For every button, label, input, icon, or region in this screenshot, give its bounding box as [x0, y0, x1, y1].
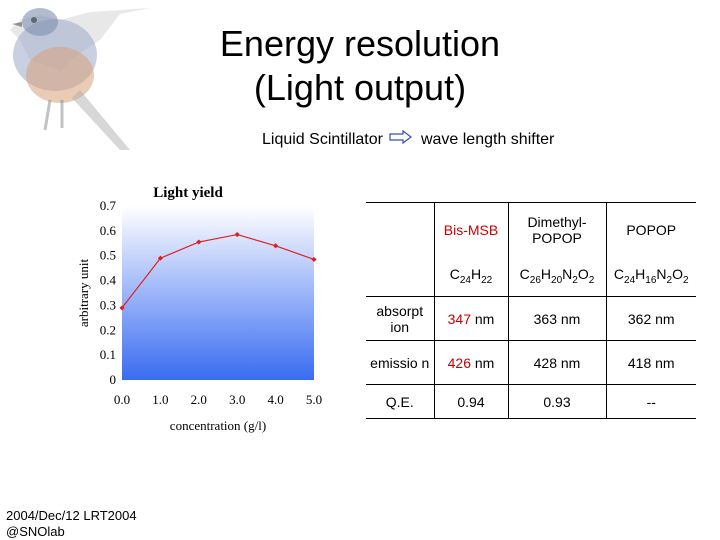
chart-title: Light yield — [153, 185, 223, 201]
table-cell: 428 nm — [507, 340, 606, 385]
bird-icon — [0, 0, 160, 160]
cell-value: 363 — [533, 310, 557, 327]
table-cell: 363 nm — [507, 296, 606, 341]
series-line — [121, 233, 315, 309]
y-axis-label: arbitrary unit — [76, 259, 91, 328]
cell-value: 347 — [447, 310, 471, 327]
x-tick-label: 5.0 — [306, 392, 322, 407]
cell-unit: nm — [557, 354, 581, 371]
cell-value: 426 — [447, 354, 471, 371]
data-point — [157, 255, 163, 261]
formula-cell: C24H22 — [433, 256, 508, 297]
right-arrow-icon — [389, 129, 413, 150]
table-row: emissio n 426 nm 428 nm 418 nm — [366, 340, 696, 385]
y-tick-label: 0 — [110, 372, 117, 387]
x-axis-label: concentration (g/l) — [170, 418, 266, 433]
cell-unit: nm — [651, 354, 675, 371]
cell-unit: nm — [651, 310, 675, 327]
formula-cell: C26H20N2O2 — [507, 256, 606, 297]
row-label: Q.E. — [366, 384, 434, 419]
data-point — [196, 239, 202, 245]
cell-value: 418 — [627, 354, 652, 371]
scintillator-table: Bis-MSB Dimethyl-POPOP POPOP C24H22 C26H… — [366, 202, 696, 419]
table-cell: -- — [605, 384, 696, 419]
footer-line-1: 2004/Dec/12 LRT2004 — [6, 508, 137, 523]
header-dimethyl-popop: Dimethyl-POPOP — [527, 213, 587, 246]
slide-title: Energy resolution (Light output) — [160, 22, 560, 110]
table-cell: 0.94 — [433, 384, 508, 419]
table-cell: 362 nm — [605, 296, 696, 341]
table-header-cell: Dimethyl-POPOP — [507, 202, 606, 257]
formula-cell: C24H16N2O2 — [605, 256, 696, 297]
x-tick-label: 2.0 — [191, 392, 207, 407]
cell-value: 362 — [627, 310, 652, 327]
data-point — [234, 231, 240, 238]
table-cell: 347 nm — [433, 296, 508, 341]
cell-unit: nm — [471, 354, 495, 371]
table-header-cell: Bis-MSB — [433, 202, 508, 257]
x-tick-label: 0.0 — [114, 392, 130, 407]
table-label-cell — [366, 256, 434, 297]
cell-value: -- — [646, 393, 656, 410]
table-cell: 0.93 — [507, 384, 606, 419]
table-corner-cell — [366, 202, 434, 257]
header-bis-msb: Bis-MSB — [443, 221, 499, 238]
header-popop: POPOP — [626, 221, 677, 238]
subtitle-left: Liquid Scintillator — [262, 131, 383, 148]
chart-svg: Light yield arbitrary unit concentration… — [76, 185, 322, 433]
subtitle: Liquid Scintillator wave length shifter — [262, 129, 555, 150]
x-tick-label: 4.0 — [267, 392, 283, 407]
title-line-1: Energy resolution — [219, 23, 501, 64]
x-tick-label: 1.0 — [152, 392, 168, 407]
table-header-cell: POPOP — [605, 202, 696, 257]
y-tick-label: 0.4 — [100, 273, 117, 288]
row-label: absorpt ion — [366, 296, 434, 341]
table-cell: 418 nm — [605, 340, 696, 385]
table-row: Q.E. 0.94 0.93 -- — [366, 384, 696, 419]
cell-unit: nm — [557, 310, 581, 327]
y-tick-label: 0.1 — [100, 347, 116, 362]
bird-illustration — [0, 0, 160, 160]
data-point — [311, 256, 317, 263]
x-tick-label: 3.0 — [229, 392, 245, 407]
subtitle-right: wave length shifter — [420, 131, 555, 148]
row-label: emissio n — [366, 340, 434, 385]
table-formula-row: C24H22 C26H20N2O2 C24H16N2O2 — [366, 256, 696, 297]
properties-table: Bis-MSB Dimethyl-POPOP POPOP C24H22 C26H… — [366, 202, 696, 419]
cell-unit: nm — [471, 310, 495, 327]
y-tick-label: 0.5 — [100, 248, 116, 263]
table-header-row: Bis-MSB Dimethyl-POPOP POPOP — [366, 202, 696, 257]
table-row: absorpt ion 347 nm 363 nm 362 nm — [366, 296, 696, 341]
light-yield-chart: Light yield arbitrary unit concentration… — [76, 180, 356, 442]
y-tick-label: 0.3 — [100, 297, 116, 312]
cell-value: 0.93 — [543, 393, 571, 410]
y-tick-label: 0.6 — [100, 223, 117, 238]
cell-value: 428 — [533, 354, 557, 371]
footer: 2004/Dec/12 LRT2004 @SNOlab — [6, 508, 137, 540]
plot-area — [122, 206, 314, 380]
y-tick-label: 0.2 — [100, 322, 116, 337]
table-cell: 426 nm — [433, 340, 508, 385]
title-line-2: (Light output) — [253, 67, 467, 108]
footer-line-2: @SNOlab — [6, 524, 65, 539]
cell-value: 0.94 — [457, 393, 485, 410]
y-tick-label: 0.7 — [100, 198, 117, 213]
